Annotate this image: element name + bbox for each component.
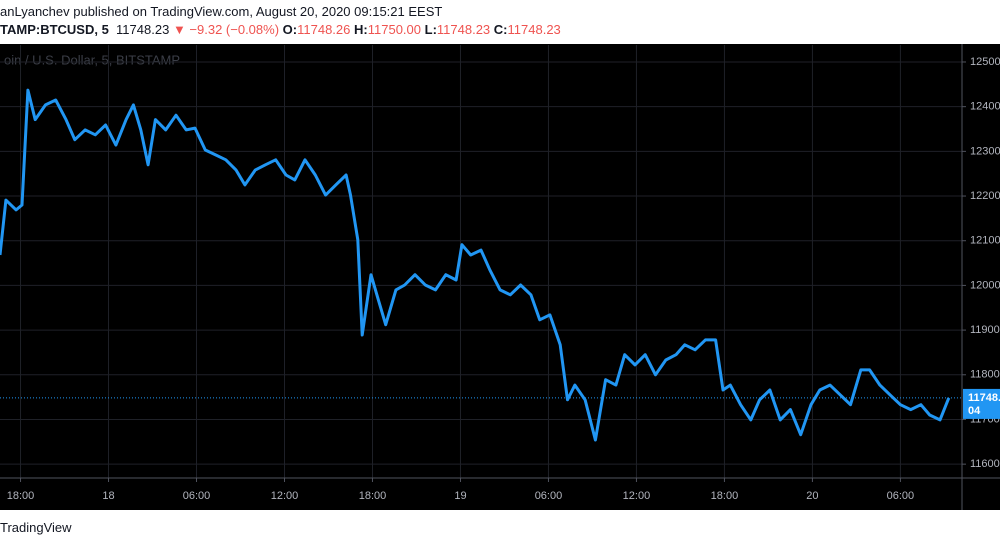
watermark: oin / U.S. Dollar, 5, BITSTAMP bbox=[4, 52, 180, 67]
y-tick-label: 12000 bbox=[970, 279, 1000, 291]
y-tick-label: 12200 bbox=[970, 190, 1000, 202]
price-line bbox=[0, 88, 951, 442]
countdown: 04 bbox=[968, 405, 981, 417]
high-label: H: bbox=[354, 22, 368, 37]
last-price: 11748.23 bbox=[116, 22, 170, 37]
low-label: L: bbox=[424, 22, 437, 37]
x-tick-label: 06:00 bbox=[887, 490, 915, 502]
y-tick-label: 11800 bbox=[970, 369, 1000, 381]
x-tick-label: 06:00 bbox=[183, 490, 211, 502]
high: 11750.00 bbox=[367, 22, 421, 37]
x-tick-label: 19 bbox=[454, 490, 466, 502]
footer: TradingView bbox=[0, 520, 72, 535]
x-tick-label: 18:00 bbox=[7, 490, 35, 502]
close-label: C: bbox=[493, 22, 508, 37]
chart: oin / U.S. Dollar, 5, BITSTAMP 116001170… bbox=[0, 44, 1000, 510]
x-tick-label: 18:00 bbox=[711, 490, 739, 502]
low: 11748.23 bbox=[436, 22, 491, 37]
grid bbox=[0, 45, 962, 478]
publish-text: anLyanchev published on TradingView.com,… bbox=[0, 4, 443, 19]
ohlc-line: TAMP:BTCUSD, 5 11748.23 ▼ −9.32 (−0.08%)… bbox=[0, 22, 561, 37]
last-price-label: 11748.23 bbox=[968, 392, 1000, 404]
open-label: O: bbox=[282, 22, 298, 37]
symbol: TAMP:BTCUSD, 5 bbox=[0, 22, 109, 37]
change: ▼ −9.32 (−0.08%) bbox=[172, 22, 280, 37]
x-tick-label: 06:00 bbox=[535, 490, 563, 502]
x-tick-label: 18 bbox=[102, 490, 114, 502]
y-tick-label: 11900 bbox=[970, 324, 1000, 336]
x-tick-label: 20 bbox=[806, 490, 818, 502]
x-tick-label: 18:00 bbox=[359, 490, 387, 502]
close: 11748.23 bbox=[507, 22, 561, 37]
footer-text: TradingView bbox=[0, 520, 72, 535]
y-tick-label: 11600 bbox=[970, 458, 1000, 470]
x-tick-label: 12:00 bbox=[623, 490, 651, 502]
y-tick-label: 12400 bbox=[970, 101, 1000, 113]
y-tick-label: 12500 bbox=[970, 56, 1000, 68]
last-price-box bbox=[963, 388, 1000, 419]
publish-line: anLyanchev published on TradingView.com,… bbox=[0, 4, 442, 19]
open: 11748.26 bbox=[297, 22, 351, 37]
x-tick-label: 12:00 bbox=[271, 490, 299, 502]
y-tick-label: 12300 bbox=[970, 145, 1000, 157]
y-tick-label: 12100 bbox=[970, 235, 1000, 247]
